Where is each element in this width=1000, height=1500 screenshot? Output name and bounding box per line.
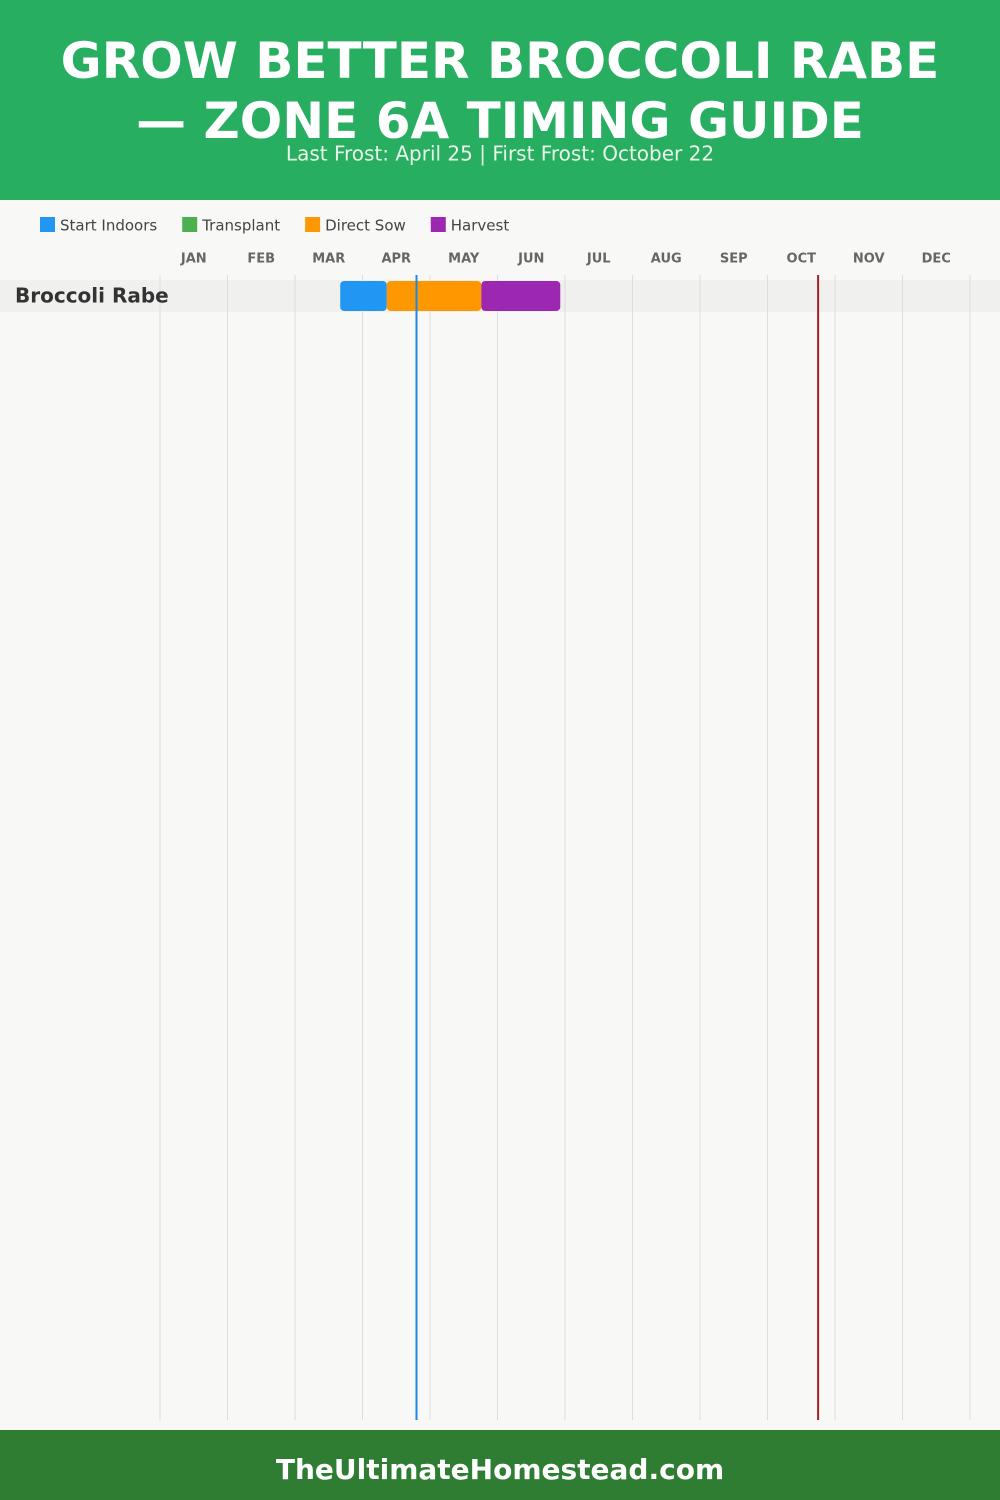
x-tick-label: APR [381,252,411,267]
legend-label: Transplant [201,217,280,235]
bar-segment [340,281,387,311]
x-tick-label: AUG [651,252,682,267]
x-tick-label: NOV [853,252,885,267]
x-tick-label: DEC [922,252,951,267]
legend-label: Start Indoors [60,217,157,235]
footer-text: TheUltimateHomestead.com [276,1453,724,1486]
x-tick-label: MAR [312,252,345,267]
legend-label: Direct Sow [325,217,406,235]
footer [0,1430,1000,1500]
x-tick-label: MAY [448,252,480,267]
legend-swatch [40,217,55,232]
legend-swatch [182,217,198,232]
legend-swatch [430,217,446,232]
row-label: Broccoli Rabe [15,284,169,308]
legend-swatch [305,217,321,232]
x-tick-label: OCT [787,252,817,267]
x-tick-label: JUL [586,252,611,267]
x-tick-label: FEB [247,252,275,267]
chart-title: GROW BETTER BROCCOLI RABE — ZONE 6A TIMIN… [61,32,940,150]
x-tick-label: SEP [720,252,748,267]
bar-segment [386,281,482,311]
bar-segment [481,281,561,311]
legend-label: Harvest [451,217,510,235]
header [0,0,1000,200]
x-tick-label: JUN [517,252,544,267]
chart-subtitle: Last Frost: April 25 | First Frost: Octo… [286,142,714,166]
x-tick-label: JAN [180,252,207,267]
